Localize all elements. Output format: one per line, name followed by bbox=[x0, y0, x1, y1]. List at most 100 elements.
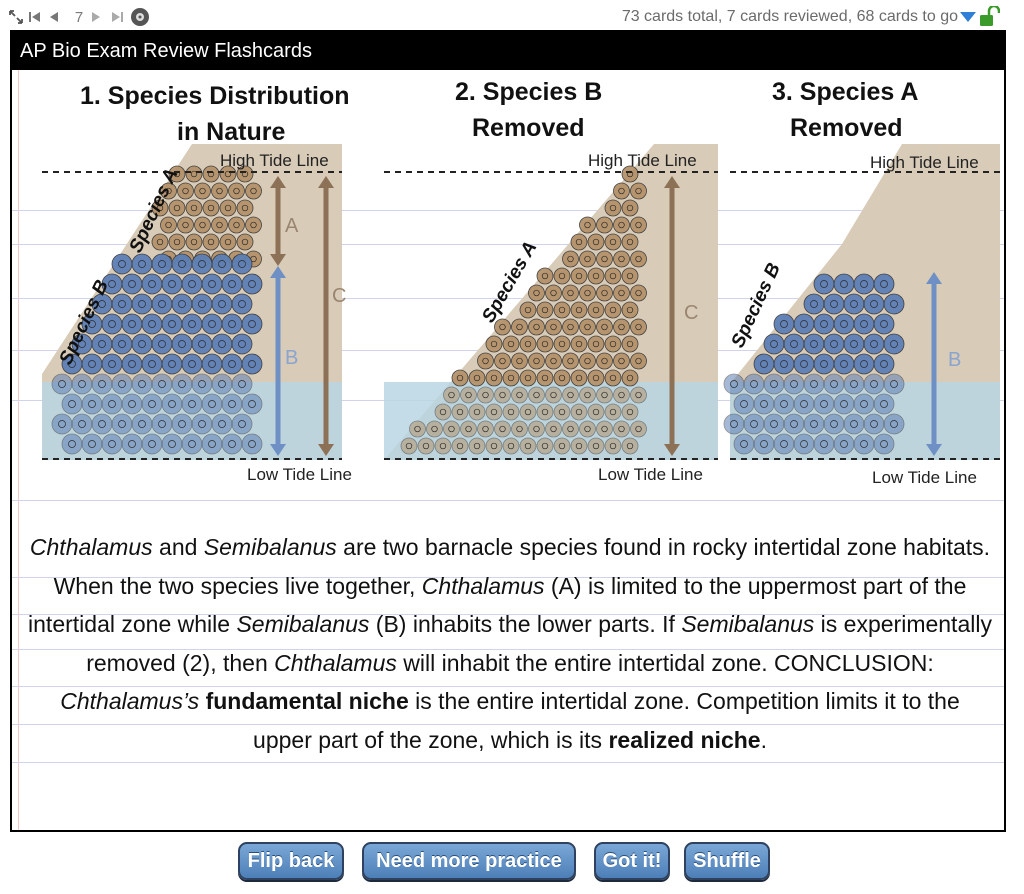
barnacle-center bbox=[108, 320, 116, 328]
barnacle-center bbox=[730, 420, 738, 428]
barnacle bbox=[194, 216, 211, 234]
barnacle-center bbox=[840, 360, 848, 368]
barnacle bbox=[553, 403, 571, 421]
barnacle bbox=[171, 293, 193, 315]
realized-niche-term: realized niche bbox=[608, 726, 761, 753]
next-card-icon[interactable] bbox=[90, 10, 110, 24]
barnacle bbox=[202, 165, 220, 183]
barnacle bbox=[536, 437, 554, 455]
barnacle-center bbox=[158, 420, 166, 428]
barnacle-center bbox=[228, 280, 236, 288]
barnacle bbox=[621, 233, 639, 251]
barnacle bbox=[221, 353, 243, 375]
ruled-line bbox=[12, 649, 1004, 650]
label-b: B bbox=[948, 349, 961, 371]
barnacle-center bbox=[207, 238, 215, 246]
need-more-practice-button[interactable]: Need more practice bbox=[362, 842, 576, 880]
text-run: will inhabit the entire intertidal zone.… bbox=[396, 649, 934, 676]
barnacle-center bbox=[592, 238, 600, 246]
barnacle-center bbox=[168, 400, 176, 408]
barnacle bbox=[201, 433, 223, 455]
barnacle-center bbox=[870, 340, 878, 348]
barnacle-center bbox=[456, 374, 464, 382]
low-tide-label: Low Tide Line bbox=[598, 465, 703, 484]
unlock-icon[interactable] bbox=[978, 6, 1000, 28]
barnacle bbox=[131, 293, 153, 315]
barnacle-center bbox=[456, 408, 464, 416]
barnacle bbox=[434, 437, 452, 455]
barnacle bbox=[511, 352, 528, 370]
barnacle bbox=[553, 267, 571, 285]
barnacle-center bbox=[199, 221, 206, 229]
barnacle bbox=[91, 373, 113, 395]
barnacle-center bbox=[533, 357, 540, 365]
barnacle bbox=[71, 373, 93, 395]
barnacle bbox=[477, 386, 494, 404]
barnacle-center bbox=[584, 221, 591, 229]
high-tide-label: High Tide Line bbox=[870, 153, 979, 172]
barnacle-center bbox=[541, 340, 549, 348]
barnacle-center bbox=[880, 360, 888, 368]
barnacle-center bbox=[248, 360, 256, 368]
barnacle bbox=[221, 433, 243, 455]
text-run: . bbox=[760, 726, 767, 753]
barnacle-center bbox=[558, 340, 566, 348]
barnacle bbox=[468, 437, 486, 455]
barnacle-center bbox=[592, 374, 600, 382]
low-tide-label: Low Tide Line bbox=[247, 465, 352, 484]
barnacle bbox=[596, 386, 613, 404]
flip-back-button[interactable]: Flip back bbox=[238, 842, 344, 880]
barnacle bbox=[613, 216, 630, 234]
barnacle bbox=[630, 284, 647, 302]
barnacle-center bbox=[524, 340, 532, 348]
barnacle bbox=[519, 335, 537, 353]
fullscreen-icon[interactable] bbox=[8, 9, 28, 25]
barnacle bbox=[587, 437, 605, 455]
barnacle bbox=[245, 216, 262, 234]
barnacle-center bbox=[760, 400, 768, 408]
barnacle bbox=[121, 393, 143, 415]
barnacle-center bbox=[188, 280, 196, 288]
barnacle-center bbox=[198, 340, 206, 348]
settings-disc-icon[interactable] bbox=[130, 7, 152, 27]
first-card-icon[interactable] bbox=[28, 10, 48, 24]
barnacle-center bbox=[541, 272, 549, 280]
barnacle-center bbox=[575, 340, 583, 348]
barnacle bbox=[228, 216, 245, 234]
barnacle bbox=[81, 393, 103, 415]
barnacle bbox=[241, 433, 263, 455]
dropdown-arrow-icon[interactable] bbox=[960, 12, 976, 22]
prev-card-icon[interactable] bbox=[48, 10, 68, 24]
barnacle bbox=[191, 333, 213, 355]
barnacle bbox=[873, 273, 895, 295]
barnacle bbox=[171, 373, 193, 395]
barnacle-center bbox=[626, 374, 634, 382]
barnacle-center bbox=[499, 357, 506, 365]
barnacle bbox=[843, 293, 865, 315]
barnacle bbox=[443, 420, 460, 438]
barnacle-center bbox=[810, 300, 818, 308]
barnacle bbox=[71, 413, 93, 435]
barnacle-center bbox=[635, 425, 642, 433]
got-it-button[interactable]: Got it! bbox=[594, 842, 670, 880]
barnacle bbox=[231, 253, 253, 275]
barnacle bbox=[494, 352, 511, 370]
card-back-text: Chthalamus and Semibalanus are two barna… bbox=[28, 528, 992, 759]
barnacle bbox=[773, 313, 795, 335]
barnacle bbox=[177, 182, 194, 200]
barnacle bbox=[621, 335, 639, 353]
last-card-icon[interactable] bbox=[110, 10, 130, 24]
ruled-line bbox=[12, 298, 1004, 299]
barnacle-center bbox=[173, 204, 181, 212]
barnacle-center bbox=[870, 300, 878, 308]
barnacle-center bbox=[584, 255, 591, 263]
barnacle-center bbox=[860, 280, 868, 288]
shuffle-button[interactable]: Shuffle bbox=[684, 842, 770, 880]
margin-line bbox=[18, 70, 19, 830]
barnacle-center bbox=[626, 340, 634, 348]
flashcard[interactable]: AP Bio Exam Review Flashcards 1. Species… bbox=[10, 30, 1006, 832]
barnacle-center bbox=[575, 374, 583, 382]
barnacle bbox=[562, 386, 579, 404]
barnacle bbox=[494, 386, 511, 404]
barnacle bbox=[185, 233, 203, 251]
